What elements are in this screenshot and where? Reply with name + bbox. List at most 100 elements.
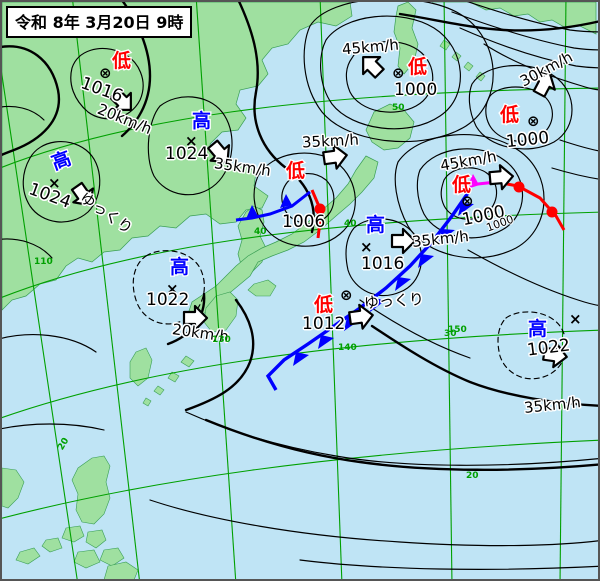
land-indochina <box>1 467 25 509</box>
grid-lat-50 <box>0 87 600 169</box>
isobar-main-4 <box>184 298 255 412</box>
arrow-high-1022-se <box>542 342 568 369</box>
isobar-ur-1 <box>460 0 600 33</box>
arrow-low-1016-nw <box>109 88 132 111</box>
grid-label-lat-40: 40 <box>254 227 267 237</box>
arrow-high-1022-sw <box>182 304 209 332</box>
low-1016-nw-center: ⊗ <box>99 64 112 82</box>
high-1024-nc-kanji: 高 <box>191 110 213 132</box>
isobar-high1022se-ring <box>497 311 567 380</box>
low-1000-ne-kanji: 低 <box>499 104 521 126</box>
isobar-ur-6 <box>551 167 600 180</box>
grid-lat-20 <box>0 439 600 520</box>
isobar-l-3 <box>0 334 97 353</box>
low-1006-pressure: 1006 <box>282 212 326 232</box>
low-1012-pressure: 1012 <box>302 314 346 334</box>
isobar-high1024w-ring <box>22 141 101 223</box>
isobar-s-6 <box>467 249 600 307</box>
land-shikoku <box>247 279 277 297</box>
land-palawan <box>15 547 41 565</box>
high-1024-w-center: × <box>48 174 61 192</box>
grid-label-lon-150: 150 <box>448 325 467 335</box>
grid-label-lat-20b: 20 <box>466 471 479 481</box>
grid-lon-160 <box>559 0 567 581</box>
isobar-s-5 <box>359 299 471 359</box>
low-1006-speed: 35km/h <box>301 130 360 152</box>
grid-lat-30 <box>0 329 600 419</box>
isobar-low1000ok-ring2 <box>320 15 461 130</box>
arrow-low-1000-ne <box>532 72 556 98</box>
high-1022-se-kanji: 高 <box>527 318 549 340</box>
grid-label-lat-40b: 40 <box>344 219 357 229</box>
land-asian-continent <box>1 1 353 311</box>
high-1016-pressure: 1016 <box>361 254 405 274</box>
low-1000-okhotsk-kanji: 低 <box>407 56 429 78</box>
low-1012-speed: ゆっくり <box>363 289 425 313</box>
high-1022-sw-center: × <box>166 280 179 298</box>
high-1016-kanji: 高 <box>365 214 387 236</box>
low-1012-kanji: 低 <box>313 294 335 316</box>
land-kamchatka <box>432 1 597 35</box>
arrow-low-1000-east <box>488 164 515 191</box>
arrow-high-1024-w <box>70 181 95 207</box>
land-visayas <box>41 525 125 569</box>
isobar-s-1 <box>185 411 600 466</box>
isobar-s-2 <box>149 499 600 547</box>
land-mindanao <box>103 561 139 581</box>
isobar-main-1 <box>0 45 61 157</box>
isobar-ur-2 <box>451 11 600 51</box>
low-1006-kanji: 低 <box>285 160 307 182</box>
isobar-low1000e-ring2 <box>416 148 524 239</box>
warm-front-japan-bumps <box>314 203 326 215</box>
land-taiwan <box>129 347 153 387</box>
isobar-high1016-ring <box>345 218 423 297</box>
low-1012-center: ⊗ <box>340 286 353 304</box>
high-1024-nc-center: × <box>185 132 198 150</box>
high-1022-sw-kanji: 高 <box>169 256 191 278</box>
isobar-s-3 <box>299 559 600 570</box>
grid-label-lon-130: 130 <box>212 335 231 345</box>
low-1000-ne-center: ⊗ <box>527 112 540 130</box>
arrow-low-1012 <box>348 303 374 330</box>
arrow-high-1016 <box>390 227 417 255</box>
isobar-high1024c-ring <box>147 96 233 196</box>
high-1022-se-center: × <box>569 310 582 328</box>
grid-label-lon-110: 110 <box>34 257 53 267</box>
low-1000-east-center: ⊗ <box>461 192 474 210</box>
grid-lon-130 <box>195 0 237 581</box>
grid-label-lat-30: 30 <box>444 329 457 339</box>
grid-label-lat-50: 50 <box>392 103 405 113</box>
warm-front-east-bumps <box>513 181 558 218</box>
warm-front-east <box>495 180 566 231</box>
isobar-ur-5 <box>559 139 600 152</box>
grid-lat-40 <box>0 211 600 299</box>
isobar-s-4 <box>0 423 105 431</box>
isobar-l-1 <box>0 105 45 121</box>
chart-title-text: 令和 8年 3月20日 9時 <box>15 13 184 32</box>
land-ryukyu <box>142 355 195 407</box>
grid-lon-120 <box>72 0 141 581</box>
grid-label-lon-140: 140 <box>338 343 357 353</box>
isobar-ur-3 <box>459 27 600 69</box>
high-1022-sw-pressure: 1022 <box>146 290 190 310</box>
arrow-low-1006 <box>322 143 348 170</box>
land-kyushu <box>203 291 239 333</box>
grid-lon-150 <box>443 0 453 581</box>
land-sakhalin <box>393 1 419 75</box>
low-1016-nw-kanji: 低 <box>111 50 133 72</box>
land-hokkaido <box>365 103 415 151</box>
motion-arrows <box>70 56 568 369</box>
high-1024-nc-pressure: 1024 <box>165 144 209 164</box>
low-1000-okhotsk-pressure: 1000 <box>394 80 438 100</box>
high-1016-center: × <box>360 238 373 256</box>
isobar-low1000ok-ring3 <box>303 0 494 143</box>
low-1000-okhotsk-center: ⊗ <box>392 64 405 82</box>
isobar-main-7 <box>370 324 600 407</box>
isobar-low1000ok-ring1 <box>345 41 434 113</box>
cold-front-long-barbs <box>293 203 474 366</box>
isobar-low1006-ring1 <box>281 173 335 225</box>
cold-front-japan-barbs <box>246 194 292 219</box>
